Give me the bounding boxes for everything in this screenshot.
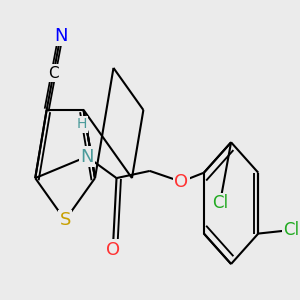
Text: Cl: Cl: [284, 221, 300, 239]
Text: O: O: [106, 241, 120, 259]
Text: O: O: [174, 173, 188, 191]
Text: N: N: [80, 148, 94, 166]
Text: N: N: [54, 27, 67, 45]
Text: S: S: [59, 211, 71, 229]
Text: H: H: [76, 117, 87, 131]
Text: C: C: [48, 65, 59, 80]
Text: Cl: Cl: [212, 194, 228, 212]
